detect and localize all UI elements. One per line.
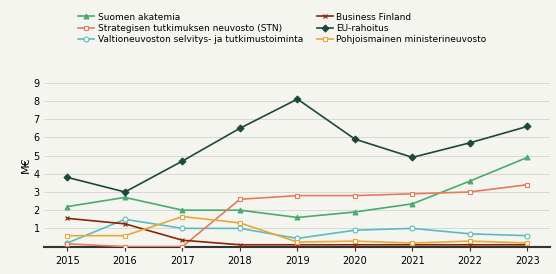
Legend: Suomen akatemia, Strategisen tutkimuksen neuvosto (STN), Valtioneuvoston selvity: Suomen akatemia, Strategisen tutkimuksen… — [75, 9, 490, 48]
Y-axis label: M€: M€ — [21, 156, 31, 173]
